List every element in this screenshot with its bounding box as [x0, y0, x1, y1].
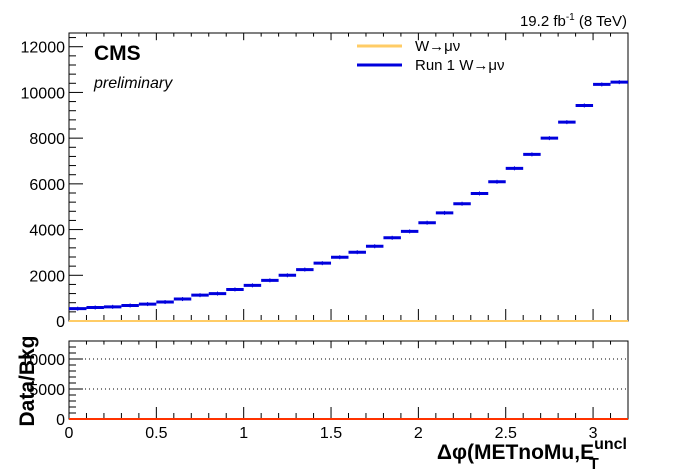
ratio-x-tick-label: 1.5: [320, 425, 342, 442]
ratio-y-tick-label: 0: [56, 412, 65, 429]
lumi-label: 19.2 fb-1 (8 TeV): [520, 12, 627, 30]
ratio-y-axis: 0 5000 10000: [21, 346, 83, 429]
legend-label-w-to-munu: W→μν: [415, 38, 460, 55]
ratio-gridlines: [69, 358, 628, 390]
preliminary-label: preliminary: [93, 75, 173, 92]
ratio-y-tick-label: 10000: [21, 352, 66, 369]
cms-label: CMS: [94, 42, 141, 65]
main-x-axis: [68, 33, 629, 321]
main-y-tick-label: 0: [56, 314, 65, 331]
ratio-y-tick-label: 5000: [29, 382, 65, 399]
main-y-axis: 0 2000 4000 6000 8000 10000 12000: [21, 37, 83, 331]
series-run1-w-to-munu: [69, 80, 628, 311]
main-y-tick-label: 8000: [29, 131, 65, 148]
ratio-x-tick-label: 2: [414, 425, 423, 442]
ratio-x-axis: 0 0.5 1 1.5 2 2.5 3: [65, 341, 629, 442]
ratio-x-tick-label: 2.5: [495, 425, 517, 442]
legend-label-run1: Run 1 W→μν: [415, 57, 505, 74]
ratio-x-tick-label: 1: [239, 425, 248, 442]
ratio-panel-frame: [68, 340, 629, 420]
main-y-tick-label: 12000: [21, 40, 66, 57]
x-axis-title: Δφ(METnoMu,Euncl T: [437, 436, 627, 472]
main-y-tick-label: 6000: [29, 177, 65, 194]
main-y-tick-label: 2000: [29, 268, 65, 285]
main-y-tick-label: 10000: [21, 85, 66, 102]
main-y-tick-label: 4000: [29, 223, 65, 240]
ratio-x-tick-label: 3: [589, 425, 598, 442]
ratio-x-tick-label: 0: [65, 425, 74, 442]
legend: W→μν Run 1 W→μν: [357, 38, 505, 74]
ratio-y-axis-title: Data/Bkg: [16, 335, 39, 426]
main-series-group: [69, 80, 628, 322]
ratio-x-tick-label: 0.5: [145, 425, 167, 442]
